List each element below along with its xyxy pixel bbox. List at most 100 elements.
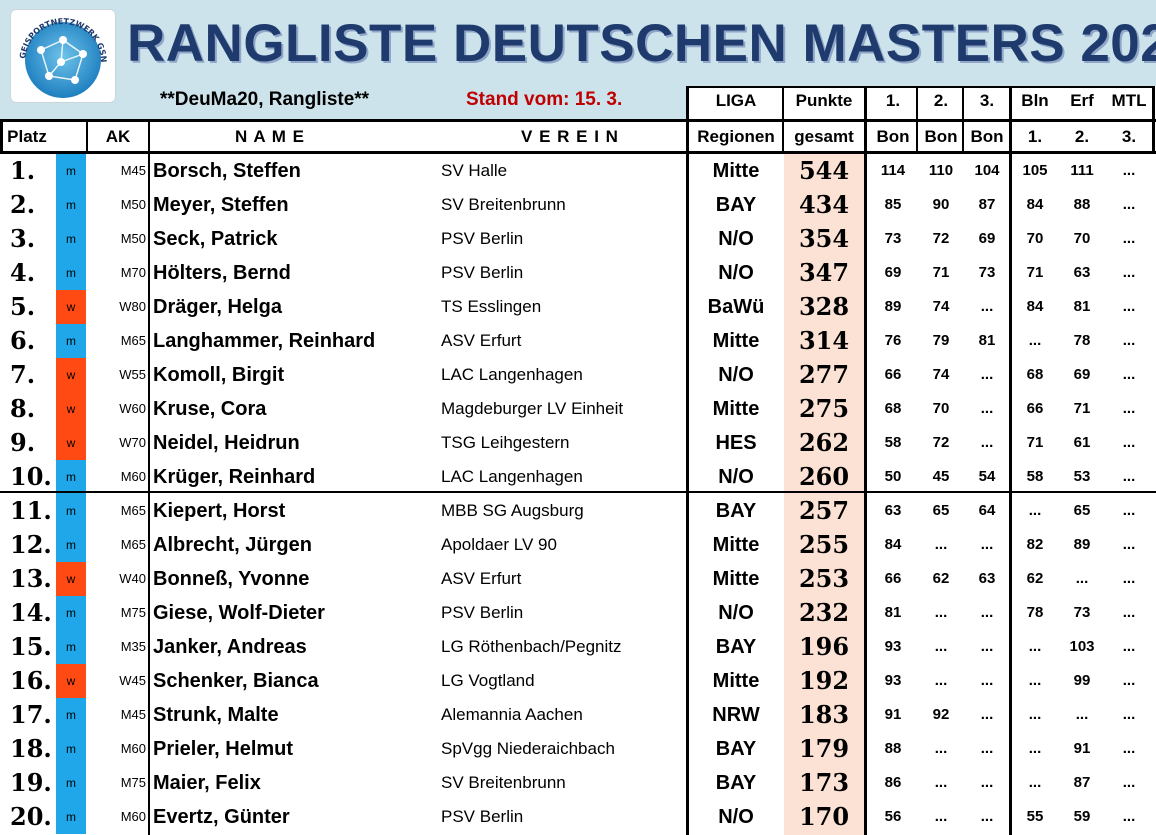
score-mtl-3: ... — [1122, 536, 1136, 553]
club: PSV Berlin — [441, 807, 524, 826]
athlete-name: Schenker, Bianca — [153, 670, 319, 692]
league-region: N/O — [718, 602, 754, 624]
header-col1: 1. — [885, 91, 901, 110]
score-mtl-3: ... — [1122, 264, 1136, 281]
score-bon-1: 63 — [884, 502, 902, 519]
score-bln-1: 66 — [1026, 400, 1044, 417]
score-bon-3: 63 — [978, 570, 996, 587]
score-bon-1: 89 — [884, 298, 902, 315]
top10-divider — [0, 491, 1156, 493]
score-bon-3: ... — [980, 740, 994, 757]
table-row: 13. w W40 Bonneß, Yvonne ASV Erfurt Mitte 253 6… — [0, 562, 1156, 596]
athlete-name: Dräger, Helga — [153, 296, 282, 318]
score-mtl-3: ... — [1122, 298, 1136, 315]
table-row: 15. m M35 Janker, Andreas LG Röthenbach/Pegn… — [0, 630, 1156, 664]
divider-platz-ak — [86, 120, 88, 154]
total-points: 253 — [798, 564, 850, 593]
total-points: 544 — [798, 156, 850, 185]
score-bon-2: ... — [934, 672, 948, 689]
sex-marker: m — [56, 698, 86, 732]
club: Alemannia Aachen — [441, 705, 583, 724]
score-bon-1: 58 — [884, 434, 902, 451]
score-bon-1: 86 — [884, 774, 902, 791]
score-bon-2: 79 — [932, 332, 950, 349]
score-bon-1: 68 — [884, 400, 902, 417]
age-class: W60 — [119, 401, 146, 416]
score-bln-1: 71 — [1026, 434, 1044, 451]
rank: 10. — [10, 462, 52, 491]
score-erf-2: 91 — [1073, 740, 1091, 757]
header-col3: 3. — [979, 91, 995, 110]
score-bln-1: ... — [1028, 740, 1042, 757]
header-platz: Platz — [7, 127, 47, 146]
score-bon-1: 84 — [884, 536, 902, 553]
league-region: BAY — [715, 194, 757, 216]
rank: 5. — [10, 292, 36, 321]
total-points: 434 — [798, 190, 850, 219]
score-bon-1: 76 — [884, 332, 902, 349]
athlete-name: Albrecht, Jürgen — [153, 534, 312, 556]
total-points: 257 — [798, 496, 850, 525]
score-bon-2: ... — [934, 740, 948, 757]
total-points: 277 — [798, 360, 850, 389]
table-row: 10. m M60 Krüger, Reinhard LAC Langenhagen N/… — [0, 460, 1156, 494]
divider-punkte-scores — [864, 86, 867, 835]
score-bon-2: 45 — [932, 468, 950, 485]
age-class: M60 — [120, 469, 146, 484]
league-region: BAY — [715, 636, 757, 658]
league-region: Mitte — [712, 398, 760, 420]
score-mtl-3: ... — [1122, 740, 1136, 757]
score-erf-2: 103 — [1069, 638, 1095, 655]
score-erf-2: 78 — [1073, 332, 1091, 349]
club: PSV Berlin — [441, 603, 524, 622]
total-points: 328 — [798, 292, 850, 321]
score-bon-2: 71 — [932, 264, 950, 281]
score-erf-2: 88 — [1073, 196, 1091, 213]
age-class: M60 — [120, 809, 146, 824]
age-class: M65 — [120, 503, 146, 518]
liga-header-cell — [688, 86, 784, 120]
athlete-name: Prieler, Helmut — [153, 738, 294, 760]
divider-col2 — [962, 86, 964, 154]
athlete-name: Strunk, Malte — [153, 704, 279, 726]
header-col4-sub: 1. — [1027, 127, 1043, 146]
table-row: 11. m M65 Kiepert, Horst MBB SG Augsburg BAY 2… — [0, 494, 1156, 528]
score-bon-1: 88 — [884, 740, 902, 757]
score-mtl-3: ... — [1122, 808, 1136, 825]
club: Apoldaer LV 90 — [441, 535, 557, 554]
score-mtl-3: ... — [1122, 230, 1136, 247]
age-class: M65 — [120, 333, 146, 348]
score-bon-2: 72 — [932, 434, 950, 451]
age-class: W80 — [119, 299, 146, 314]
athlete-name: Hölters, Bernd — [153, 262, 291, 284]
league-region: N/O — [718, 364, 754, 386]
score-bon-2: 90 — [932, 196, 950, 213]
score-erf-2: 71 — [1073, 400, 1091, 417]
score-bon-1: 91 — [884, 706, 902, 723]
sex-marker: w — [56, 562, 86, 596]
table-row: 16. w W45 Schenker, Bianca LG Vogtland Mitte 1… — [0, 664, 1156, 698]
score-mtl-3: ... — [1122, 774, 1136, 791]
age-class: M65 — [120, 537, 146, 552]
league-region: N/O — [718, 262, 754, 284]
league-region: N/O — [718, 466, 754, 488]
league-region: Mitte — [712, 670, 760, 692]
score-bln-1: 105 — [1022, 162, 1048, 179]
sex-marker: w — [56, 664, 86, 698]
total-points: 170 — [798, 802, 850, 831]
score-bon-3: 54 — [978, 468, 996, 485]
header-divider — [0, 119, 1156, 122]
club: ASV Erfurt — [441, 569, 522, 588]
header-col2-sub: Bon — [924, 127, 958, 146]
score-bon-3: ... — [980, 774, 994, 791]
score-bon-1: 66 — [884, 570, 902, 587]
score-mtl-3: ... — [1122, 434, 1136, 451]
age-class: M50 — [120, 197, 146, 212]
rank: 4. — [10, 258, 36, 287]
table-row: 8. w W60 Kruse, Cora Magdeburger LV Einheit M… — [0, 392, 1156, 426]
score-bon-3: ... — [980, 638, 994, 655]
league-region: BAY — [715, 738, 757, 760]
league-region: Mitte — [712, 160, 760, 182]
sex-marker: w — [56, 290, 86, 324]
club: ASV Erfurt — [441, 331, 522, 350]
